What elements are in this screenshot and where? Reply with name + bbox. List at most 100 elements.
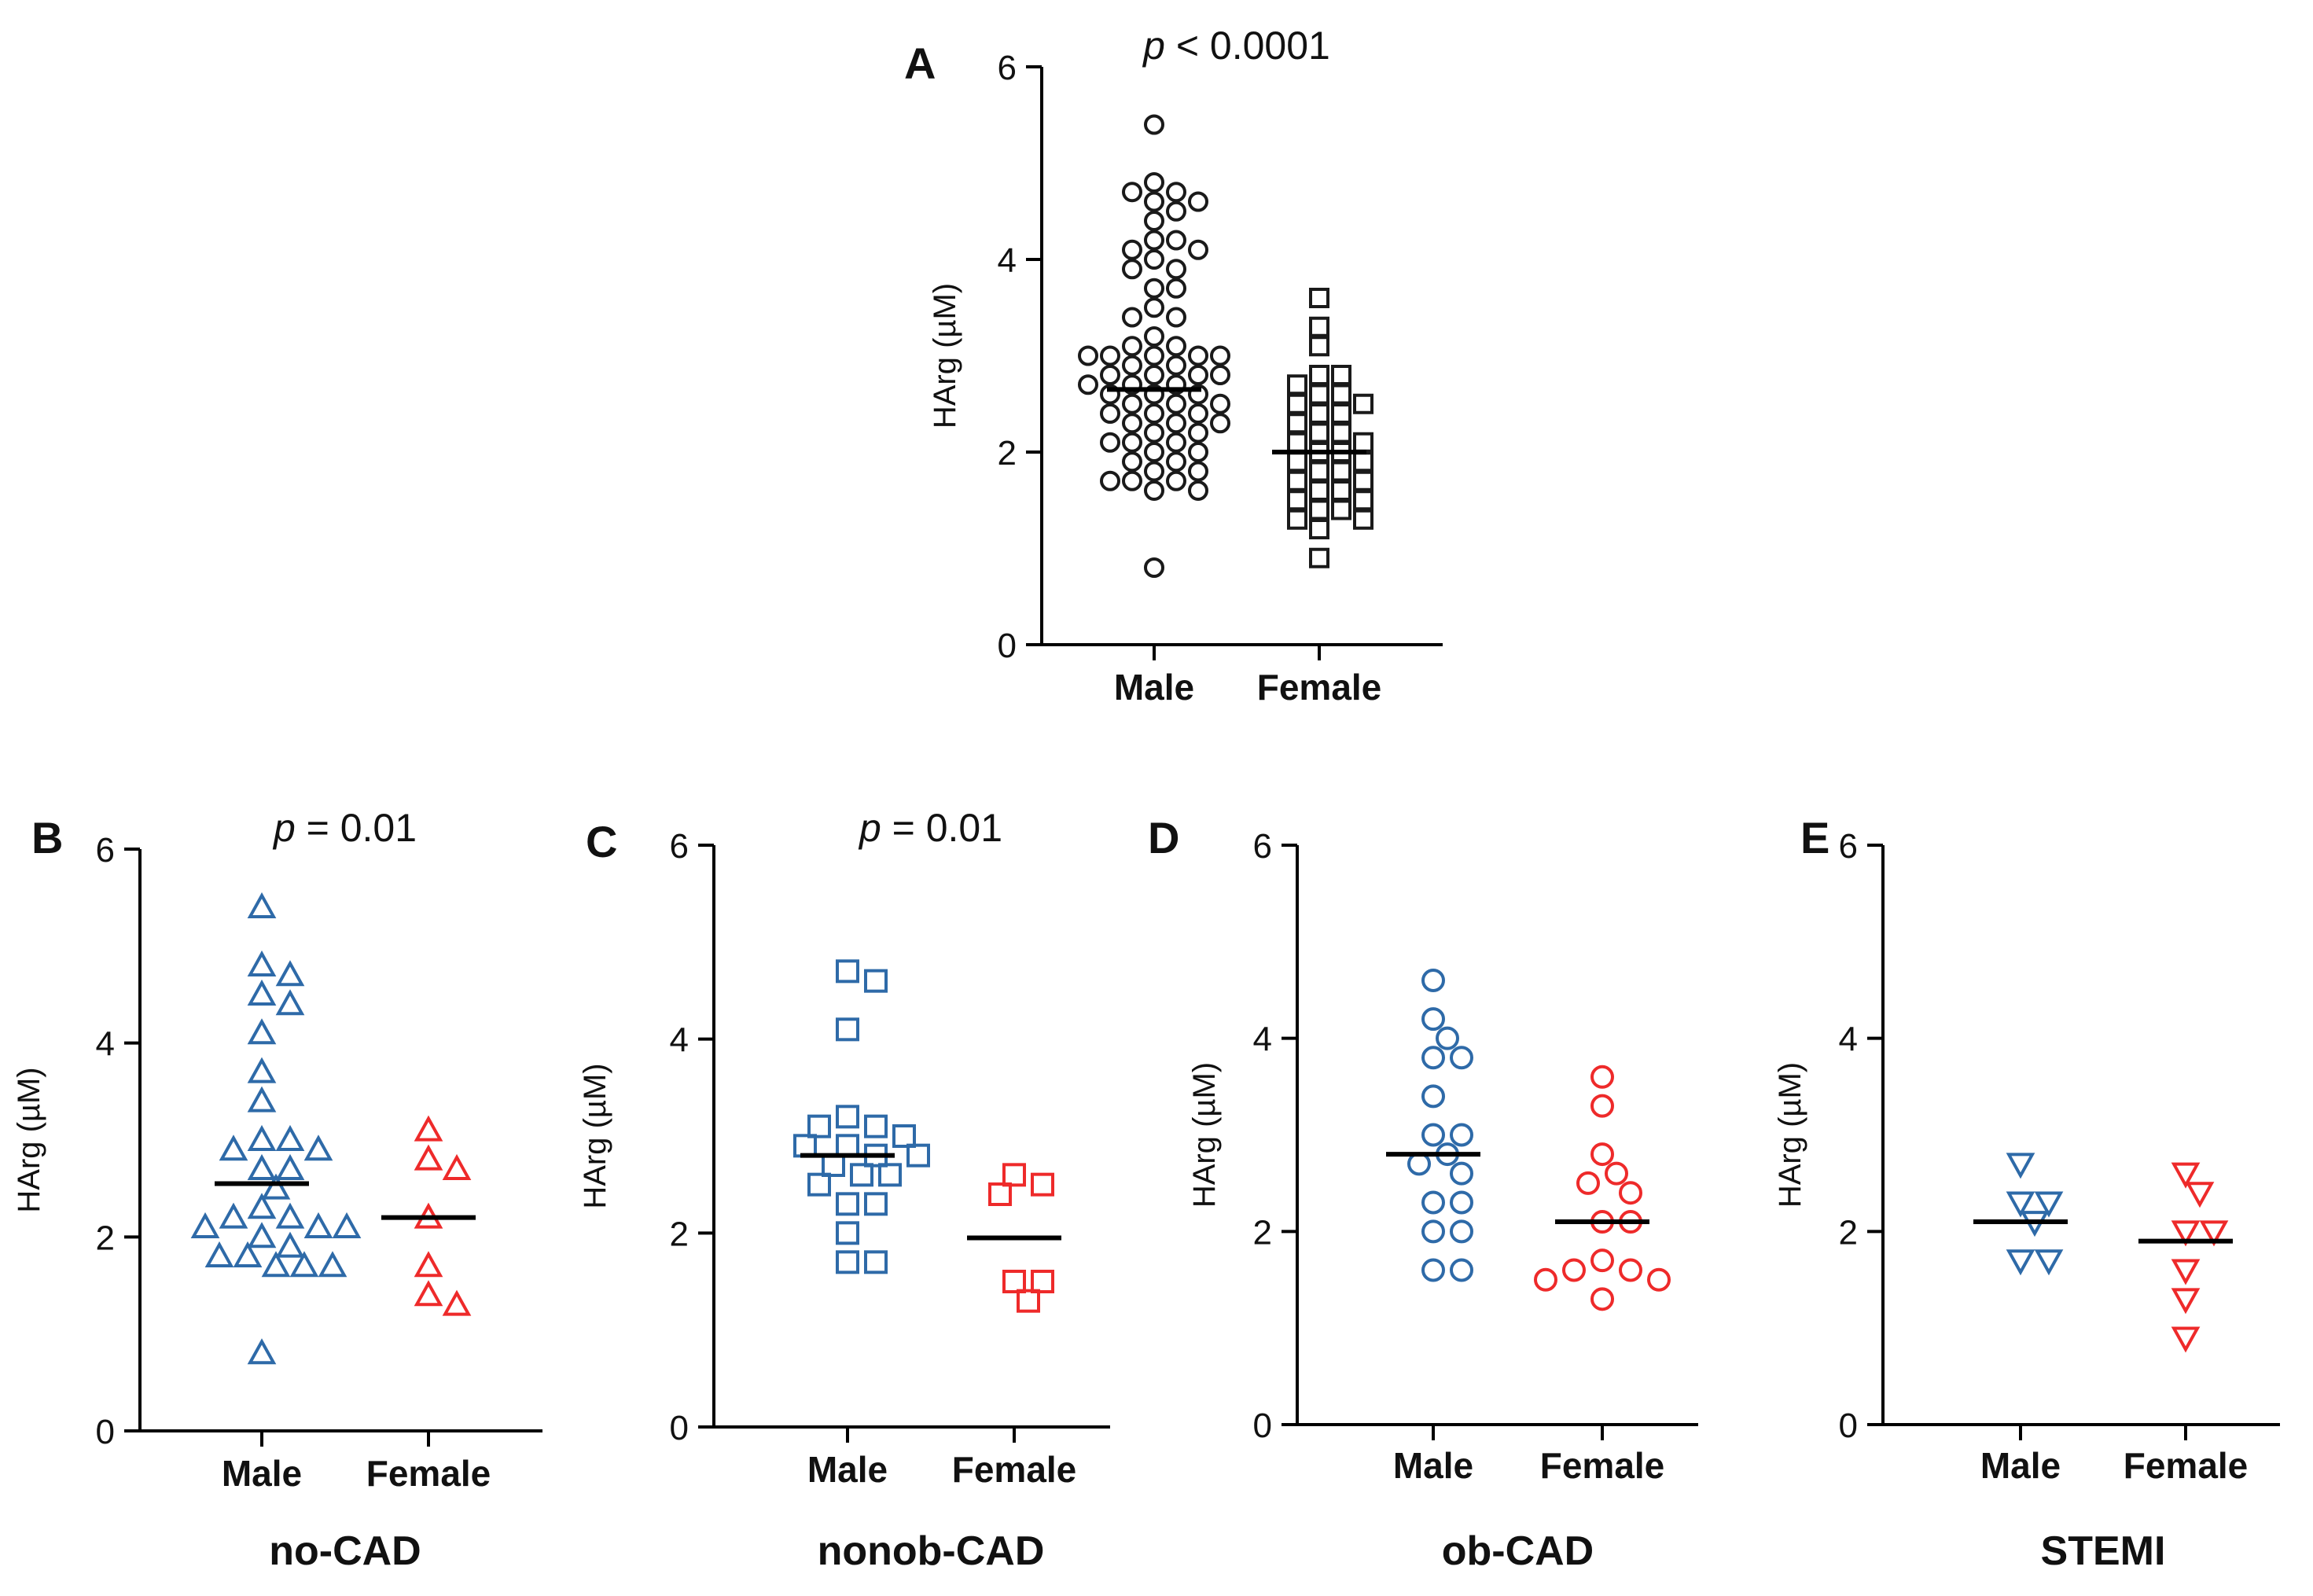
data-point-male	[1166, 182, 1186, 203]
data-point-male	[275, 960, 305, 987]
data-point-female	[1353, 451, 1373, 473]
data-point-male	[261, 1251, 291, 1278]
panel-C: 0 2 4 6 Male Female HArg (µM) C p = 0.01 nonob-CA…	[578, 806, 1110, 1574]
data-point-male	[864, 1250, 888, 1274]
data-point-male	[1166, 374, 1186, 395]
data-point-male	[219, 1134, 248, 1161]
x-tick-label: Male	[222, 1453, 302, 1494]
y-axis-label: HArg (µM)	[12, 1067, 46, 1212]
x-tick-label: Female	[366, 1453, 491, 1494]
data-point-female	[1619, 1181, 1642, 1205]
data-point-female	[1353, 490, 1373, 511]
data-point-male	[1166, 200, 1186, 222]
data-point-female	[1309, 316, 1329, 337]
y-tick-label: 6	[96, 831, 115, 870]
data-point-male	[247, 1222, 277, 1248]
data-point-female	[1331, 422, 1351, 443]
data-point-female	[1287, 393, 1307, 414]
data-point-female	[2185, 1182, 2215, 1208]
y-tick-label: 4	[96, 1025, 115, 1064]
data-point-male	[1144, 403, 1164, 424]
data-point-male	[1421, 1046, 1445, 1070]
data-point-female	[1331, 365, 1351, 385]
data-point-female	[1309, 461, 1329, 482]
data-point-male	[303, 1212, 333, 1238]
y-tick-label: 4	[1253, 1020, 1272, 1059]
data-point-female	[2199, 1220, 2229, 1247]
y-tick-label: 6	[1253, 827, 1272, 866]
data-point-female	[1331, 403, 1351, 424]
data-point-male	[864, 969, 888, 993]
data-point-female	[1309, 403, 1329, 424]
data-point-female	[1331, 480, 1351, 501]
data-point-female	[1647, 1267, 1671, 1292]
y-tick-label: 2	[96, 1219, 115, 1257]
y-tick-label: 0	[670, 1409, 689, 1447]
y-tick-label: 6	[998, 49, 1017, 87]
data-point-male	[275, 1124, 305, 1151]
data-point-male	[1166, 393, 1186, 414]
data-point-male	[1188, 422, 1208, 443]
y-tick-label: 6	[1839, 827, 1858, 866]
data-point-male	[1122, 336, 1142, 357]
data-point-male	[1166, 470, 1186, 491]
data-point-male	[1166, 307, 1186, 328]
data-point-male	[1144, 114, 1164, 135]
data-point-male	[836, 1192, 859, 1216]
data-point-male	[247, 1018, 277, 1045]
data-point-female	[2171, 1326, 2201, 1353]
y-axis-label: HArg (µM)	[928, 283, 962, 428]
panel-E: 0 2 4 6 Male Female HArg (µM) E STEMI	[1773, 813, 2280, 1574]
data-point-female	[1287, 509, 1307, 530]
data-point-male	[1144, 191, 1164, 212]
data-point-female	[1331, 461, 1351, 482]
data-point-male	[1421, 1219, 1445, 1244]
data-point-male	[864, 1114, 888, 1138]
panel-B: 0 2 4 6 Male Female HArg (µM) B p = 0.01 no-CAD	[12, 806, 542, 1574]
data-point-male	[1144, 384, 1164, 405]
data-point-female	[1309, 365, 1329, 385]
data-point-male	[836, 1105, 859, 1129]
data-point-male	[1188, 442, 1208, 462]
data-point-female	[1031, 1270, 1054, 1293]
x-tick-label: Female	[1540, 1445, 1665, 1486]
data-point-female	[2171, 1220, 2201, 1247]
data-point-male	[2006, 1191, 2035, 1218]
data-point-male	[247, 1057, 277, 1083]
data-point-male	[1100, 384, 1120, 405]
data-point-male	[219, 1202, 248, 1229]
data-point-male	[1144, 345, 1164, 366]
y-tick-label: 2	[998, 434, 1017, 473]
data-point-female	[1353, 509, 1373, 530]
data-point-male	[1421, 1007, 1445, 1032]
data-point-female	[1002, 1163, 1026, 1187]
data-point-female	[442, 1153, 472, 1180]
data-point-male	[1450, 1161, 1473, 1186]
data-point-male	[1122, 182, 1142, 203]
data-point-male	[1144, 442, 1164, 462]
p-value-label: p < 0.0001	[1142, 24, 1330, 68]
data-point-male	[275, 1153, 305, 1180]
panel-A: 0 2 4 6 Male Female HArg (µM) A p < 0.0001	[904, 24, 1443, 708]
data-point-female	[1534, 1267, 1557, 1292]
data-point-male	[1078, 345, 1098, 366]
y-tick-label: 0	[1253, 1407, 1272, 1445]
x-tick-label: Male	[807, 1449, 888, 1490]
panel-D: 0 2 4 6 Male Female HArg (µM) Dob-CAD	[1148, 813, 1698, 1574]
data-point-male	[836, 1221, 859, 1245]
data-point-male	[275, 989, 305, 1016]
data-point-female	[1353, 393, 1373, 414]
panel-label: C	[586, 817, 617, 866]
data-point-male	[822, 1153, 845, 1177]
p-value: = 0.01	[881, 806, 1002, 850]
data-point-male	[1144, 365, 1164, 385]
data-point-male	[1122, 355, 1142, 376]
data-point-male	[1166, 278, 1186, 299]
data-point-male	[1421, 1258, 1445, 1282]
data-point-female	[1576, 1171, 1600, 1195]
data-point-female	[1309, 384, 1329, 405]
data-point-male	[1144, 480, 1164, 501]
data-point-male	[247, 1338, 277, 1365]
data-point-male	[1144, 461, 1164, 482]
data-point-male	[1122, 451, 1142, 473]
